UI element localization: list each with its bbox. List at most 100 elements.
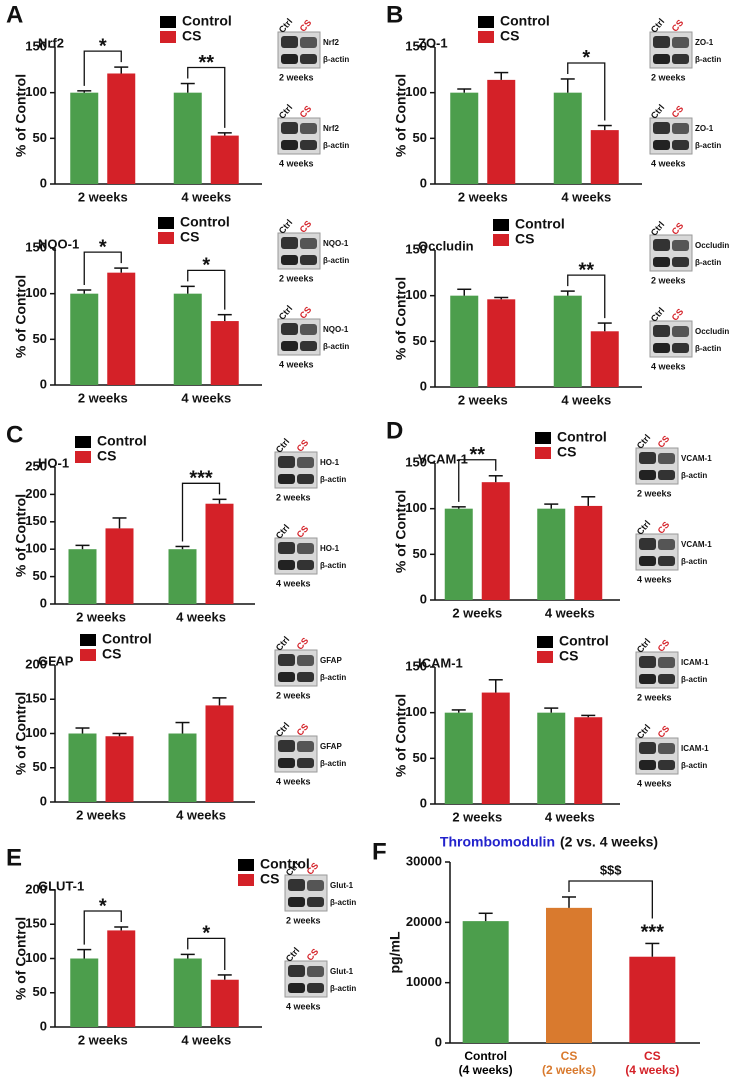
- x-tick-label: 2 weeks: [458, 189, 508, 204]
- bar: [70, 92, 99, 184]
- y-tick-label: 20000: [406, 914, 442, 929]
- blot-protein-label: ICAM-1: [681, 658, 709, 667]
- bar: [537, 712, 566, 804]
- y-tick-label: 100: [405, 84, 427, 99]
- y-tick-label: 150: [405, 38, 427, 53]
- bar: [553, 295, 582, 387]
- blot-band: [672, 343, 689, 353]
- significance-bracket: [567, 62, 606, 121]
- blot-loading-label: β-actin: [330, 984, 356, 993]
- x-tick-label: (4 weeks): [459, 1063, 513, 1077]
- y-axis-label: % of Control: [13, 74, 29, 157]
- blot-cs-label: CS: [670, 104, 686, 120]
- x-tick-label: 4 weeks: [545, 605, 595, 620]
- blot-band: [672, 140, 689, 150]
- bar: [173, 92, 202, 184]
- bar: [487, 299, 516, 387]
- legend-swatch: [535, 432, 551, 444]
- bar: [590, 130, 619, 184]
- y-tick-label: 10000: [406, 974, 442, 989]
- blot-band: [658, 470, 675, 480]
- legend-label: CS: [515, 231, 534, 247]
- blot-period-label: 2 weeks: [637, 488, 672, 498]
- blot-band: [653, 54, 670, 64]
- blot-band: [288, 983, 305, 993]
- legend-label: CS: [500, 28, 519, 44]
- significance-bracket: [187, 937, 226, 970]
- x-tick-label: 4 weeks: [181, 189, 231, 204]
- bar: [444, 712, 473, 804]
- x-tick-label: 2 weeks: [452, 605, 502, 620]
- blot-loading-label: β-actin: [320, 561, 346, 570]
- x-tick-label: 2 weeks: [78, 189, 128, 204]
- y-tick-label: 150: [405, 241, 427, 256]
- y-axis-label: % of Control: [13, 494, 29, 577]
- x-tick-label: 2 weeks: [458, 392, 508, 407]
- blot-band: [281, 122, 298, 134]
- blot-band: [658, 743, 675, 754]
- blot-band: [300, 341, 317, 351]
- blot-band: [281, 140, 298, 150]
- y-axis-label: % of Control: [13, 275, 29, 358]
- blot-band: [297, 457, 314, 468]
- bar: [462, 921, 509, 1043]
- blot-cs-label: CS: [295, 636, 311, 652]
- significance-bracket: [458, 459, 497, 502]
- y-tick-label: 0: [435, 1034, 442, 1049]
- blot-band: [653, 325, 670, 337]
- blot-band: [658, 657, 675, 668]
- blot-loading-label: β-actin: [695, 141, 721, 150]
- y-tick-label: 50: [413, 130, 427, 145]
- blot-cs-label: CS: [670, 221, 686, 237]
- panel-letter: E: [6, 844, 22, 871]
- blot-band: [672, 257, 689, 267]
- blot-protein-label: Occludin: [695, 327, 729, 336]
- blot-cs-label: CS: [670, 307, 686, 323]
- y-axis-label: % of Control: [393, 490, 409, 573]
- bar: [205, 705, 234, 802]
- blot-cs-label: CS: [298, 104, 314, 120]
- blot-protein-label: Occludin: [695, 241, 729, 250]
- legend-label: Control: [500, 13, 550, 29]
- legend-label: Control: [557, 429, 607, 445]
- bar: [107, 73, 136, 184]
- blot-loading-label: β-actin: [681, 761, 707, 770]
- blot-protein-label: ZO-1: [695, 38, 714, 47]
- bar: [205, 503, 234, 604]
- blot-band: [639, 556, 656, 566]
- chart-title: GLUT-1: [38, 878, 84, 893]
- bar: [70, 293, 99, 385]
- blot-cs-label: CS: [656, 638, 672, 654]
- blot-protein-label: GFAP: [320, 656, 342, 665]
- y-tick-label: 0: [420, 795, 427, 810]
- blot-cs-label: CS: [656, 434, 672, 450]
- x-tick-label: (4 weeks): [625, 1063, 679, 1077]
- panel-letter: A: [6, 1, 23, 28]
- bar: [105, 528, 134, 604]
- blot-band: [639, 538, 656, 550]
- chart-title: GFAP: [38, 653, 74, 668]
- x-tick-label: 4 weeks: [176, 609, 226, 624]
- significance-label: ***: [641, 922, 665, 944]
- legend-label: Control: [182, 13, 232, 29]
- x-tick-label: (2 weeks): [542, 1063, 596, 1077]
- blot-period-label: 2 weeks: [286, 915, 321, 925]
- bar: [574, 717, 603, 804]
- bar: [574, 505, 603, 600]
- y-tick-label: 150: [25, 239, 47, 254]
- x-tick-label: CS: [561, 1049, 578, 1063]
- blot-band: [297, 741, 314, 752]
- blot-band: [658, 760, 675, 770]
- bar: [553, 92, 582, 184]
- legend-swatch: [75, 436, 91, 448]
- significance-bracket: [83, 50, 122, 86]
- significance-label: *: [202, 255, 210, 277]
- blot-loading-label: β-actin: [323, 55, 349, 64]
- legend-label: CS: [260, 871, 279, 887]
- legend-label: Control: [515, 216, 565, 232]
